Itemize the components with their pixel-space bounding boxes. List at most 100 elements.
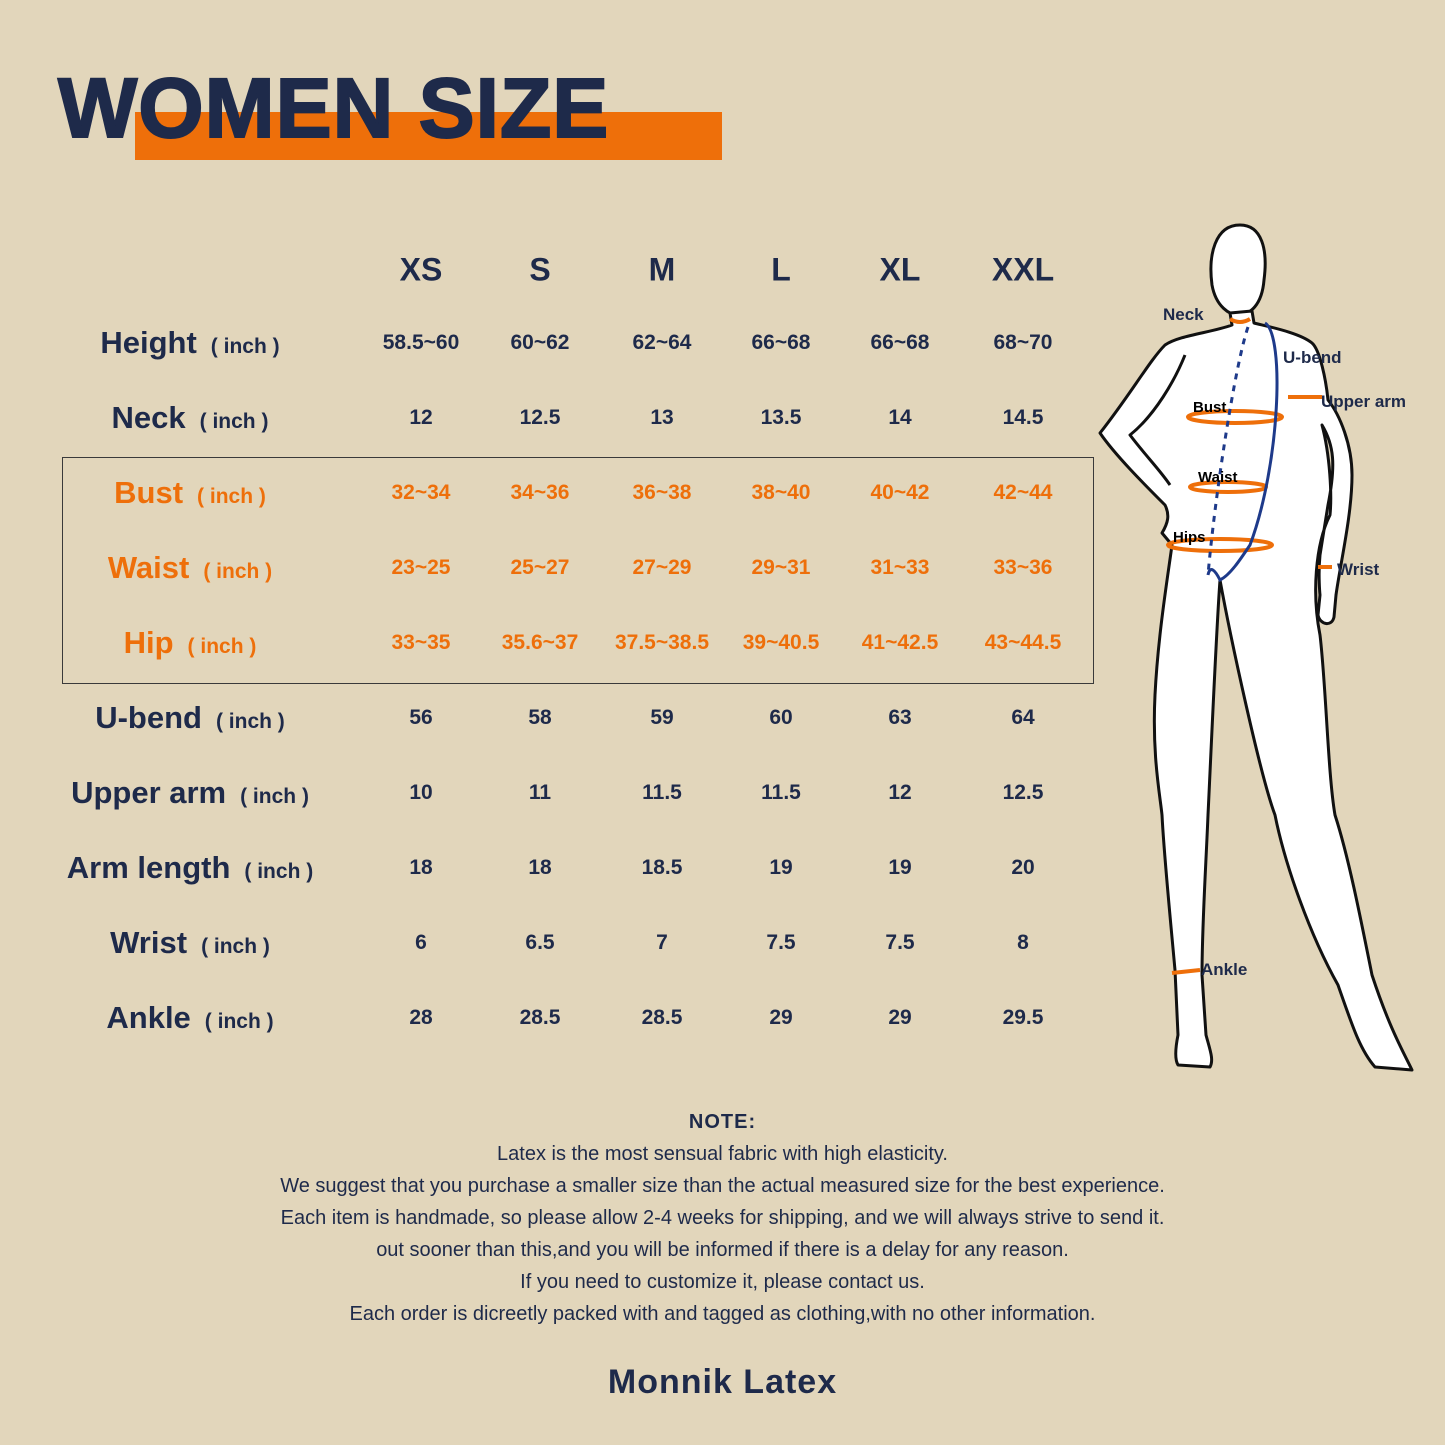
table-cell: 18	[409, 856, 433, 879]
table-cell: 29	[888, 1006, 912, 1029]
table-cell: 63	[888, 706, 912, 729]
table-cell: 6	[415, 931, 427, 954]
table-cell: 39~40.5	[742, 631, 820, 654]
table-cell: 14	[888, 406, 912, 429]
row-label-wrist: Wrist ( inch )	[110, 925, 270, 961]
unit-label: ( inch )	[240, 785, 309, 808]
size-header-xs: XS	[399, 251, 443, 288]
table-cell: 14.5	[1002, 406, 1044, 429]
page-title: WOMEN SIZE	[57, 61, 610, 155]
table-cell: 66~68	[870, 331, 930, 354]
table-cell: 58.5~60	[382, 331, 460, 354]
table-cell: 19	[769, 856, 793, 879]
figure-label-wrist: Wrist	[1337, 560, 1380, 579]
unit-label: ( inch )	[197, 485, 266, 508]
unit-label: ( inch )	[210, 335, 280, 358]
row-label-height: Height ( inch )	[100, 325, 279, 361]
table-cell: 34~36	[510, 481, 570, 504]
highlight-box	[62, 457, 1094, 684]
size-header-m: M	[648, 251, 676, 288]
measurement-name: Height	[100, 325, 197, 360]
unit-label: ( inch )	[203, 560, 273, 583]
note-line: Latex is the most sensual fabric with hi…	[497, 1143, 948, 1165]
table-cell: 66~68	[751, 331, 811, 354]
table-cell: 27~29	[632, 556, 692, 579]
table-cell: 28.5	[641, 1006, 683, 1029]
figure-label-ankle: Ankle	[1201, 960, 1248, 979]
table-cell: 32~34	[391, 481, 451, 504]
table-cell: 12.5	[519, 406, 561, 429]
table-cell: 56	[409, 706, 433, 729]
table-cell: 18	[528, 856, 552, 879]
note-line: If you need to customize it, please cont…	[520, 1271, 925, 1293]
note-section: NOTE: Latex is the most sensual fabric w…	[0, 1106, 1445, 1330]
table-cell: 6.5	[525, 931, 555, 954]
note-line: Each item is handmade, so please allow 2…	[280, 1207, 1165, 1229]
table-cell: 35.6~37	[501, 631, 579, 654]
measurement-name: Neck	[111, 400, 186, 435]
measurement-name: Hip	[123, 625, 174, 660]
table-cell: 58	[528, 706, 552, 729]
table-cell: 37.5~38.5	[614, 631, 709, 654]
row-label-waist: Waist ( inch )	[108, 550, 272, 586]
table-cell: 11.5	[642, 781, 682, 804]
size-header-xl: XL	[879, 251, 921, 288]
measurement-name: Ankle	[106, 1000, 191, 1035]
unit-label: ( inch )	[204, 1010, 274, 1033]
table-cell: 62~64	[632, 331, 692, 354]
row-label-u-bend: U-bend ( inch )	[95, 700, 285, 736]
table-cell: 33~35	[391, 631, 451, 654]
unit-label: ( inch )	[187, 635, 257, 658]
table-cell: 40~42	[870, 481, 930, 504]
table-cell: 11.5	[761, 781, 801, 804]
table-cell: 7.5	[766, 931, 796, 954]
table-cell: 42~44	[993, 481, 1053, 504]
table-cell: 38~40	[751, 481, 811, 504]
table-cell: 11	[528, 781, 552, 804]
table-cell: 25~27	[510, 556, 570, 579]
row-label-hip: Hip ( inch )	[124, 625, 257, 661]
unit-label: ( inch )	[215, 710, 285, 733]
measurement-name: Wrist	[110, 925, 188, 960]
brand-name: Monnik Latex	[607, 1363, 838, 1401]
body-figure-illustration	[1098, 223, 1414, 1072]
table-cell: 10	[409, 781, 433, 804]
table-cell: 20	[1011, 856, 1035, 879]
unit-label: ( inch )	[199, 410, 269, 433]
table-cell: 7	[656, 931, 668, 954]
title-underline-bar	[135, 112, 722, 160]
figure-label-hips: Hips	[1173, 529, 1206, 546]
size-header-xxl: XXL	[991, 251, 1055, 288]
table-cell: 8	[1017, 931, 1029, 954]
figure-label-neck: Neck	[1163, 305, 1204, 324]
table-cell: 29	[769, 1006, 793, 1029]
table-cell: 60~62	[510, 331, 570, 354]
figure-label-waist: Waist	[1198, 469, 1238, 486]
unit-label: ( inch )	[201, 935, 270, 958]
note-heading: NOTE:	[688, 1111, 757, 1133]
measurement-name: Bust	[114, 475, 184, 510]
table-cell: 36~38	[632, 481, 692, 504]
table-cell: 43~44.5	[984, 631, 1062, 654]
measurement-name: Upper arm	[71, 775, 227, 810]
table-cell: 41~42.5	[861, 631, 939, 654]
measurement-name: U-bend	[95, 700, 202, 735]
note-line: We suggest that you purchase a smaller s…	[280, 1175, 1165, 1197]
table-cell: 64	[1011, 706, 1035, 729]
row-label-arm-length: Arm length ( inch )	[67, 850, 313, 886]
table-cell: 23~25	[391, 556, 451, 579]
table-cell: 12	[409, 406, 433, 429]
table-cell: 31~33	[870, 556, 930, 579]
table-cell: 13.5	[760, 406, 802, 429]
figure-label-ubend: U-bend	[1283, 348, 1342, 367]
table-cell: 60	[769, 706, 793, 729]
table-cell: 59	[650, 706, 674, 729]
table-cell: 12	[888, 781, 912, 804]
size-header-s: S	[529, 251, 551, 288]
note-line: Each order is dicreetly packed with and …	[349, 1303, 1096, 1325]
table-cell: 13	[650, 406, 674, 429]
table-cell: 29.5	[1002, 1006, 1044, 1029]
size-header-l: L	[771, 251, 791, 288]
row-label-bust: Bust ( inch )	[114, 475, 266, 511]
